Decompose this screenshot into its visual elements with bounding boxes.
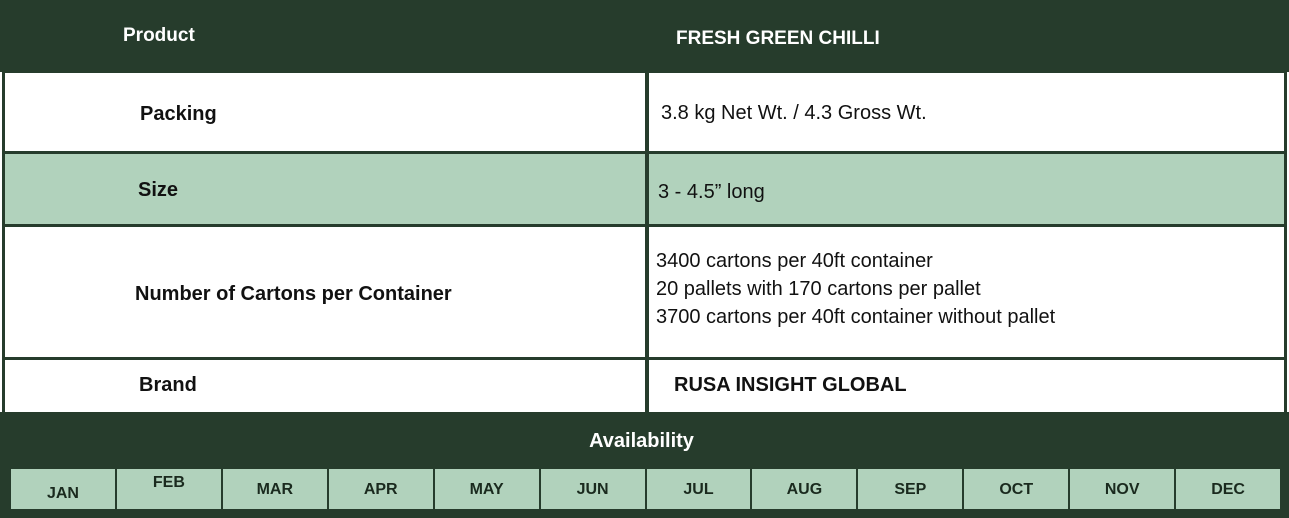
month-cell: MAY (435, 469, 541, 509)
month-label: SEP (894, 481, 927, 498)
product-label: Product (123, 25, 195, 46)
product-value: FRESH GREEN CHILLI (676, 28, 880, 49)
column-divider (645, 151, 649, 227)
month-cell: APR (329, 469, 435, 509)
month-cell: SEP (858, 469, 965, 509)
size-row: Size 3 - 4.5” long (2, 151, 1287, 227)
month-label: APR (363, 481, 398, 498)
month-label: MAR (256, 481, 294, 498)
month-cell: NOV (1070, 469, 1177, 509)
header-band: Product FRESH GREEN CHILLI (0, 0, 1289, 72)
packing-label: Packing (140, 103, 217, 125)
column-divider (645, 224, 649, 360)
month-label: OCT (999, 481, 1034, 498)
month-cell: OCT (964, 469, 1071, 509)
month-label: AUG (786, 481, 823, 498)
cartons-value: 3400 cartons per 40ft container 20 palle… (656, 247, 1055, 331)
month-label: JUN (576, 481, 609, 498)
brand-value: RUSA INSIGHT GLOBAL (674, 374, 907, 396)
month-cell: AUG (752, 469, 859, 509)
packing-value: 3.8 kg Net Wt. / 4.3 Gross Wt. (661, 102, 927, 124)
month-label: DEC (1211, 481, 1245, 498)
brand-row: Brand RUSA INSIGHT GLOBAL (2, 357, 1287, 415)
cartons-label: Number of Cartons per Container (135, 283, 452, 305)
month-cell: JUN (541, 469, 647, 509)
column-divider (645, 357, 649, 415)
month-cell: MAR (223, 469, 329, 509)
month-cell: DEC (1176, 469, 1280, 509)
column-divider (645, 70, 649, 154)
month-label: NOV (1104, 481, 1140, 498)
month-cell: FEB (117, 469, 223, 509)
availability-title: Availability (589, 430, 694, 452)
month-label: MAY (469, 481, 504, 498)
month-strip: JAN FEB MAR APR MAY JUN JUL AUG SEP OCT … (9, 467, 1282, 511)
packing-row: Packing 3.8 kg Net Wt. / 4.3 Gross Wt. (2, 70, 1287, 154)
size-label: Size (138, 179, 179, 201)
cartons-line: 3400 cartons per 40ft container (656, 250, 933, 272)
month-label: JUL (683, 481, 714, 498)
month-cell: JUL (647, 469, 753, 509)
month-label: JAN (46, 485, 79, 502)
size-value: 3 - 4.5” long (658, 181, 765, 203)
cartons-row: Number of Cartons per Container 3400 car… (2, 224, 1287, 360)
cartons-line: 3700 cartons per 40ft container without … (656, 306, 1056, 328)
month-cell: JAN (11, 469, 117, 509)
month-label: FEB (152, 474, 185, 491)
brand-label: Brand (139, 374, 197, 396)
cartons-line: 20 pallets with 170 cartons per pallet (656, 278, 981, 300)
